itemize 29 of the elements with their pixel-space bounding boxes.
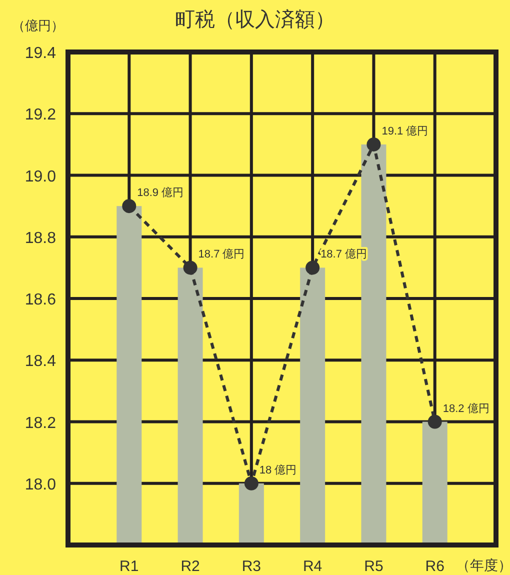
x-tick-label: R2 — [180, 558, 200, 575]
point — [122, 199, 136, 214]
x-tick-label: R3 — [242, 558, 262, 575]
point — [183, 260, 198, 275]
data-label: 18.7 億円 — [198, 248, 245, 261]
y-tick-label: 18.6 — [24, 292, 56, 308]
y-tick-label: 18.4 — [24, 353, 56, 370]
y-tick-label: 19.2 — [24, 106, 56, 124]
x-tick-label: R6 — [425, 558, 444, 575]
y-tick-label: 18.8 — [24, 230, 56, 247]
data-label: 18.7 億円 — [320, 248, 368, 261]
y-axis-title: （億円） — [12, 18, 64, 33]
y-tick-label: 19.4 — [24, 45, 56, 62]
y-tick-label: 18.0 — [24, 476, 56, 494]
point — [366, 137, 381, 152]
x-tick-label: R1 — [120, 558, 139, 575]
y-tick-label: 19.0 — [24, 168, 56, 186]
data-label: 18 億円 — [259, 463, 297, 476]
data-label: 18.9 億円 — [137, 186, 184, 200]
y-tick-label: 18.2 — [24, 414, 56, 432]
data-label: 19.1 億円 — [382, 124, 428, 138]
chart-title: 町税（収入済額） — [175, 7, 335, 31]
point — [428, 414, 442, 429]
x-axis-title: （年度） — [456, 557, 510, 573]
point — [306, 260, 320, 275]
data-label: 18.2 億円 — [442, 402, 490, 415]
x-tick-label: R5 — [364, 558, 384, 575]
point — [244, 476, 258, 490]
x-tick-label: R4 — [302, 558, 322, 575]
